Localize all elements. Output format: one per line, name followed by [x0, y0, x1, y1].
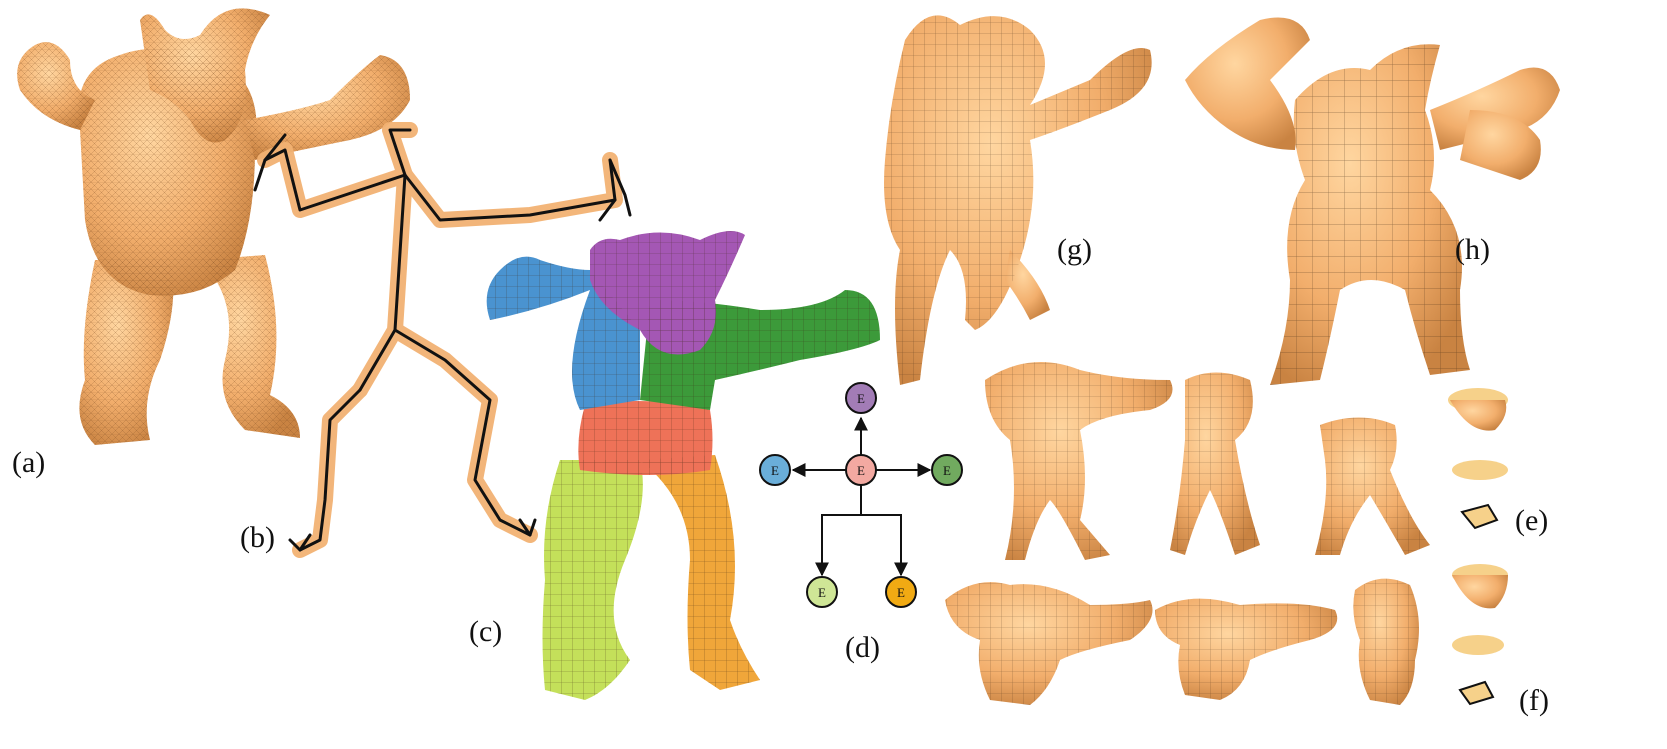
panel-label-c: (c) — [469, 615, 503, 648]
graph-node-left-arm: E — [759, 454, 791, 486]
graph-node-circle — [931, 454, 963, 486]
graph-node-text: E — [943, 463, 951, 478]
panel-label-g: (g) — [1057, 233, 1092, 266]
panel-f-pieces — [945, 564, 1508, 706]
graph-node-text: E — [897, 585, 905, 600]
graph-node-circle — [806, 576, 838, 608]
panel-b-skeleton — [253, 122, 632, 558]
panel-a-mesh — [17, 8, 410, 445]
graph-node-circle — [885, 576, 917, 608]
panel-label-b: (b) — [240, 521, 275, 554]
graph-node-circle — [759, 454, 791, 486]
graph-node-right-leg: E — [885, 576, 917, 608]
panel-label-e: (e) — [1515, 504, 1549, 537]
graph-node-right-arm: E — [931, 454, 963, 486]
graph-node-text: E — [857, 463, 865, 478]
graph-node-circle — [845, 382, 877, 414]
graph-node-text: E — [857, 391, 865, 406]
panel-h-mesh — [1185, 17, 1560, 386]
graph-node-text: E — [771, 463, 779, 478]
graph-node-text: E — [818, 585, 826, 600]
graph-node-head: E — [845, 382, 877, 414]
panel-label-f: (f) — [1519, 684, 1549, 717]
panel-label-a: (a) — [12, 446, 46, 479]
panel-e-pieces — [985, 362, 1508, 560]
graph-node-left-leg: E — [806, 576, 838, 608]
panel-label-d: (d) — [845, 631, 880, 664]
panel-c-segmented-mesh — [486, 231, 880, 700]
graph-node-circle — [845, 454, 877, 486]
graph-node-torso: E — [845, 454, 877, 486]
graph-edge-legs — [815, 485, 862, 577]
panel-label-h: (h) — [1455, 233, 1490, 266]
panel-g-mesh — [884, 15, 1152, 386]
panel-d-graph: E E E E E E — [759, 382, 963, 608]
